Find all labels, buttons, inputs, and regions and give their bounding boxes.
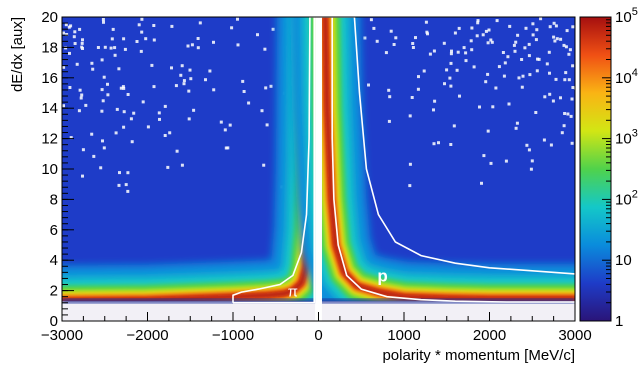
- p-inner-contour: [331, 17, 575, 303]
- y-tick-label: 10: [41, 161, 58, 178]
- colorbar: 1 10 102 103 104 105: [579, 6, 638, 330]
- x-tick-label: −1000: [212, 327, 254, 344]
- heatmap-noise: [62, 17, 575, 193]
- y-tick-label: 8: [50, 191, 58, 208]
- colorbar-tick-label: 1: [615, 313, 623, 330]
- band-labels: πp: [288, 266, 388, 300]
- contour-layer: [232, 17, 575, 306]
- y-tick-label: 20: [41, 9, 58, 26]
- colorbar-tick-label: 104: [615, 67, 638, 87]
- x-axis: −3000 −2000 −1000 0 1000 2000 3000: [41, 312, 592, 344]
- pi-contour: [232, 17, 315, 304]
- colorbar-tick-label: 10: [615, 252, 632, 269]
- y-tick-label: 12: [41, 131, 58, 148]
- x-tick-label: 3000: [558, 327, 591, 344]
- band-label-proton: p: [377, 266, 387, 285]
- x-tick-label: 1000: [387, 327, 420, 344]
- y-axis-title: dE/dx [aux]: [9, 17, 26, 92]
- plot-area: [62, 17, 575, 321]
- y-tick-label: 6: [50, 222, 58, 239]
- x-tick-label: 0: [314, 327, 322, 344]
- y-tick-label: 0: [50, 313, 58, 330]
- x-tick-label: 2000: [473, 327, 506, 344]
- y-axis: 0 2 4 6 8 10 12 14 16 18 20: [41, 9, 74, 330]
- band-label-pion: π: [288, 284, 298, 301]
- y-tick-label: 4: [50, 252, 58, 269]
- p-contour: [320, 17, 575, 306]
- colorbar-tick-label: 105: [615, 6, 638, 26]
- x-axis-title: polarity * momentum [MeV/c]: [382, 347, 575, 364]
- zero-momentum-gap: [315, 17, 322, 321]
- colorbar-frame: [579, 16, 612, 322]
- colorbar-tick-label: 103: [615, 128, 638, 148]
- y-tick-label: 16: [41, 70, 58, 87]
- y-tick-label: 18: [41, 39, 58, 56]
- x-tick-label: −3000: [41, 327, 83, 344]
- y-tick-label: 14: [41, 100, 58, 117]
- y-tick-label: 2: [50, 283, 58, 300]
- x-tick-label: −2000: [126, 327, 168, 344]
- colorbar-gradient: [580, 17, 611, 321]
- colorbar-tick-label: 102: [615, 188, 638, 208]
